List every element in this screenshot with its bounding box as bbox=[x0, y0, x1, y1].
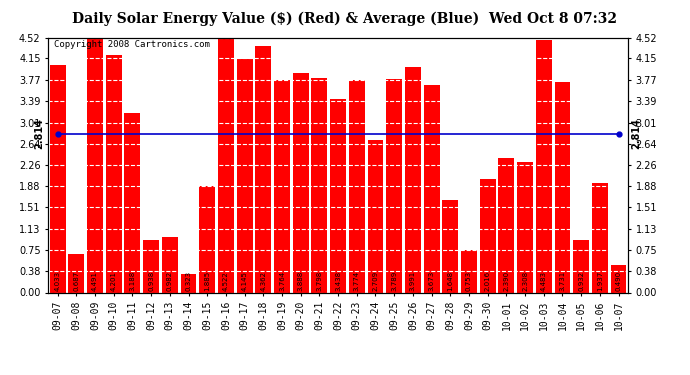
Bar bbox=[199, 186, 215, 292]
Bar bbox=[274, 80, 290, 292]
Bar bbox=[368, 140, 384, 292]
Bar bbox=[144, 240, 159, 292]
Bar bbox=[106, 56, 121, 292]
Text: 0.687: 0.687 bbox=[73, 271, 79, 291]
Text: 2.390: 2.390 bbox=[504, 271, 509, 291]
Bar bbox=[536, 40, 552, 292]
Text: 4.033: 4.033 bbox=[55, 271, 61, 291]
Bar bbox=[293, 73, 308, 292]
Bar bbox=[386, 79, 402, 292]
Bar bbox=[124, 112, 140, 292]
Text: 4.362: 4.362 bbox=[260, 272, 266, 291]
Bar bbox=[611, 265, 627, 292]
Bar bbox=[573, 240, 589, 292]
Text: 4.491: 4.491 bbox=[92, 272, 98, 291]
Text: 0.932: 0.932 bbox=[578, 271, 584, 291]
Text: 3.774: 3.774 bbox=[354, 271, 359, 291]
Text: 4.483: 4.483 bbox=[541, 272, 546, 291]
Text: 0.938: 0.938 bbox=[148, 271, 154, 291]
Bar bbox=[162, 237, 178, 292]
Text: 1.648: 1.648 bbox=[447, 271, 453, 291]
Bar bbox=[498, 158, 514, 292]
Text: 0.490: 0.490 bbox=[615, 271, 622, 291]
Text: 3.798: 3.798 bbox=[317, 271, 322, 291]
Text: 0.982: 0.982 bbox=[167, 271, 172, 291]
Bar bbox=[442, 200, 458, 292]
Bar bbox=[480, 179, 495, 292]
Text: 2.709: 2.709 bbox=[373, 271, 379, 291]
Bar bbox=[68, 254, 84, 292]
Text: Copyright 2008 Cartronics.com: Copyright 2008 Cartronics.com bbox=[54, 40, 210, 49]
Text: 3.789: 3.789 bbox=[391, 271, 397, 291]
Text: 3.731: 3.731 bbox=[560, 271, 566, 291]
Bar bbox=[424, 85, 440, 292]
Text: 2.814: 2.814 bbox=[34, 118, 45, 149]
Bar bbox=[237, 58, 253, 292]
Bar bbox=[405, 68, 421, 292]
Bar bbox=[311, 78, 327, 292]
Bar bbox=[181, 274, 197, 292]
Text: 1.885: 1.885 bbox=[204, 271, 210, 291]
Text: 4.145: 4.145 bbox=[241, 272, 248, 291]
Text: 3.991: 3.991 bbox=[410, 271, 416, 291]
Text: 4.522: 4.522 bbox=[223, 272, 229, 291]
Bar bbox=[592, 183, 608, 292]
Bar bbox=[87, 39, 103, 292]
Text: 3.438: 3.438 bbox=[335, 271, 341, 291]
Bar bbox=[50, 65, 66, 292]
Text: Daily Solar Energy Value ($) (Red) & Average (Blue)  Wed Oct 8 07:32: Daily Solar Energy Value ($) (Red) & Ave… bbox=[72, 11, 618, 26]
Text: 4.201: 4.201 bbox=[110, 272, 117, 291]
Text: 0.753: 0.753 bbox=[466, 271, 472, 291]
Text: 2.308: 2.308 bbox=[522, 271, 528, 291]
Bar bbox=[461, 250, 477, 292]
Text: 1.937: 1.937 bbox=[597, 271, 603, 291]
Bar bbox=[218, 38, 234, 292]
Text: 3.188: 3.188 bbox=[130, 271, 135, 291]
Text: 2.814: 2.814 bbox=[631, 118, 642, 149]
Bar bbox=[555, 82, 571, 292]
Text: 0.323: 0.323 bbox=[186, 271, 192, 291]
Text: 3.888: 3.888 bbox=[297, 271, 304, 291]
Text: 3.673: 3.673 bbox=[428, 271, 435, 291]
Bar bbox=[517, 162, 533, 292]
Bar bbox=[330, 99, 346, 292]
Text: 2.016: 2.016 bbox=[484, 271, 491, 291]
Bar bbox=[349, 80, 365, 292]
Bar bbox=[255, 46, 271, 292]
Text: 3.764: 3.764 bbox=[279, 271, 285, 291]
